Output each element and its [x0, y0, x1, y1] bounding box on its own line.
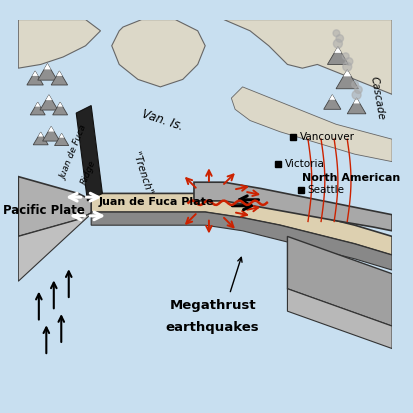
Circle shape — [333, 30, 340, 37]
Circle shape — [352, 90, 361, 100]
Polygon shape — [329, 95, 335, 100]
Polygon shape — [48, 126, 54, 132]
Polygon shape — [112, 19, 205, 87]
Polygon shape — [91, 193, 392, 255]
Polygon shape — [194, 182, 392, 231]
Polygon shape — [43, 126, 60, 141]
Polygon shape — [343, 70, 351, 76]
Polygon shape — [334, 47, 342, 53]
Polygon shape — [18, 19, 100, 68]
Polygon shape — [40, 95, 58, 110]
Text: Ridge: Ridge — [80, 159, 97, 187]
Circle shape — [343, 62, 352, 71]
Polygon shape — [18, 212, 93, 281]
Polygon shape — [336, 70, 358, 89]
Text: Juan de Fuca Plate: Juan de Fuca Plate — [99, 197, 214, 207]
Circle shape — [333, 39, 342, 48]
Text: Van. Is.: Van. Is. — [140, 108, 185, 133]
Polygon shape — [18, 177, 93, 236]
Polygon shape — [46, 95, 52, 100]
Polygon shape — [91, 212, 392, 270]
Polygon shape — [30, 102, 45, 115]
Polygon shape — [57, 71, 62, 76]
Text: Vancouver: Vancouver — [300, 132, 355, 142]
Text: Megathrust: Megathrust — [169, 299, 256, 312]
Polygon shape — [347, 98, 366, 114]
Text: Juan de Fuca: Juan de Fuca — [59, 124, 88, 181]
Polygon shape — [59, 133, 64, 138]
Polygon shape — [32, 71, 38, 76]
Polygon shape — [324, 95, 341, 109]
Text: "Trench": "Trench" — [130, 150, 153, 196]
Polygon shape — [231, 87, 392, 161]
Polygon shape — [224, 19, 392, 94]
Circle shape — [355, 86, 362, 93]
Circle shape — [342, 53, 349, 59]
Polygon shape — [57, 102, 63, 107]
Text: Victoria: Victoria — [285, 159, 325, 169]
Text: Cascade: Cascade — [368, 76, 386, 121]
Polygon shape — [287, 236, 392, 326]
Polygon shape — [53, 102, 68, 115]
Circle shape — [336, 35, 344, 42]
Polygon shape — [38, 132, 43, 137]
Circle shape — [352, 81, 358, 88]
Polygon shape — [51, 71, 68, 85]
Polygon shape — [35, 102, 40, 107]
Polygon shape — [353, 98, 360, 104]
Text: earthquakes: earthquakes — [166, 321, 259, 335]
Polygon shape — [287, 289, 392, 349]
Text: Pacific Plate: Pacific Plate — [3, 204, 85, 217]
Text: Seattle: Seattle — [307, 185, 344, 195]
Polygon shape — [38, 64, 57, 80]
Text: North American: North American — [302, 173, 401, 183]
Polygon shape — [328, 47, 349, 64]
Polygon shape — [33, 132, 48, 145]
Polygon shape — [55, 133, 69, 145]
Circle shape — [345, 58, 353, 65]
Polygon shape — [27, 71, 43, 85]
Polygon shape — [44, 64, 51, 69]
Polygon shape — [76, 106, 102, 201]
